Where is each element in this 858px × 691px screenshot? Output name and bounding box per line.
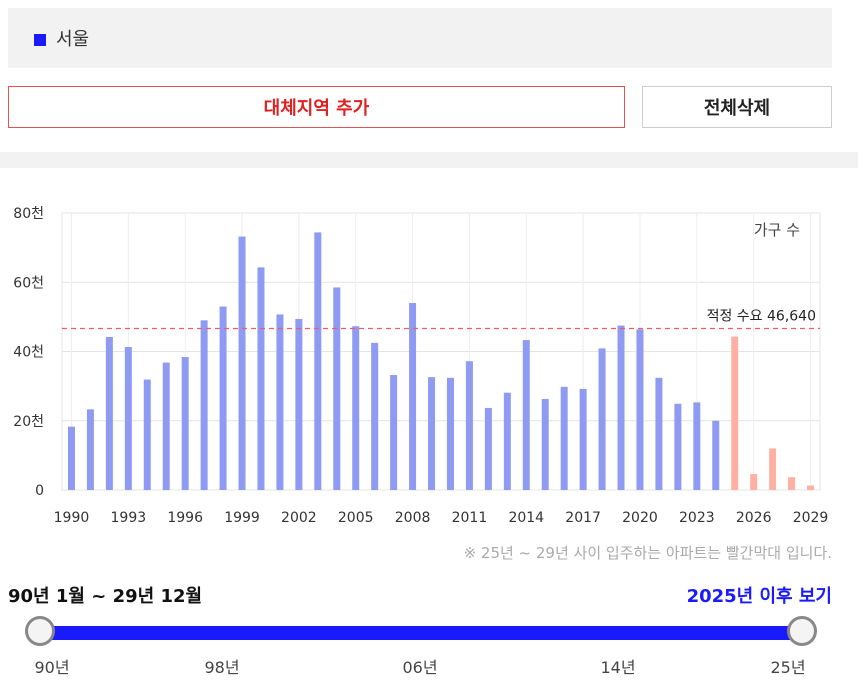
bar [371,342,379,490]
bar [693,402,701,490]
legend-box: 서울 [8,8,832,68]
bar [484,407,492,490]
bar [428,377,436,490]
bar [390,375,398,490]
x-tick-label: 2020 [622,510,658,526]
bar [598,348,606,490]
legend-swatch [34,34,46,46]
future-bar [788,477,796,490]
x-tick-label: 1990 [54,510,90,526]
bar [636,329,644,490]
y-tick-label: 40천 [13,345,44,361]
y-tick-label: 20천 [13,414,44,430]
bar [238,236,246,490]
section-divider [0,152,858,168]
future-bar [807,485,815,490]
bar [295,318,303,490]
period-slider-track[interactable] [40,626,802,640]
y-tick-label: 0 [35,483,44,499]
bar [541,398,549,490]
y-axis-label: 가구 수 [754,221,800,239]
bar [560,386,568,490]
add-region-button[interactable]: 대체지역 추가 [8,86,625,128]
bar [143,379,151,490]
x-tick-label: 2017 [565,510,601,526]
y-tick-label: 80천 [13,206,44,222]
bar [674,403,682,490]
view-after-2025-link[interactable]: 2025년 이후 보기 [686,586,832,607]
bar [655,377,663,490]
slider-tick-label: 98년 [204,658,240,677]
bar [257,267,265,490]
x-tick-label: 1999 [224,510,260,526]
slider-tick-label: 90년 [34,658,70,677]
bar [200,320,208,490]
bar [409,303,417,490]
bar [162,362,170,490]
x-tick-label: 2008 [395,510,431,526]
x-tick-label: 2011 [452,510,488,526]
slider-tick-label: 25년 [770,658,806,677]
bar [333,287,341,490]
slider-tick-label: 06년 [402,658,438,677]
slider-end-handle[interactable] [787,616,817,646]
slider-start-handle[interactable] [25,616,55,646]
bar [314,232,322,490]
x-tick-label: 1996 [167,510,203,526]
bar [86,409,94,490]
bar [219,306,227,490]
bar [617,325,625,490]
y-tick-label: 60천 [13,275,44,291]
bar [446,377,454,490]
chart-note: ※ 25년 ~ 29년 사이 입주하는 아파트는 빨간막대 입니다. [463,544,832,562]
period-label: 90년 1월 ~ 29년 12월 [8,586,203,607]
bar [579,388,587,490]
bar [465,361,473,490]
x-tick-label: 2029 [793,510,829,526]
x-tick-label: 2005 [338,510,374,526]
bar [352,326,360,490]
bar [124,346,132,490]
bar [105,336,113,490]
x-tick-label: 2026 [736,510,772,526]
delete-all-button[interactable]: 전체삭제 [642,86,832,128]
x-tick-label: 1993 [111,510,147,526]
legend-label: 서울 [56,29,90,50]
slider-tick-label: 14년 [600,658,636,677]
bar [712,420,720,490]
future-bar [750,474,758,490]
x-tick-label: 2014 [508,510,544,526]
bar [67,426,75,490]
bar [181,357,189,490]
reference-line-label: 적정 수요 46,640 [707,309,816,325]
bar [503,392,511,490]
x-tick-label: 2002 [281,510,317,526]
x-tick-label: 2023 [679,510,715,526]
bar [522,340,530,490]
future-bar [769,448,777,490]
future-bar [731,336,739,490]
bar [276,314,284,490]
